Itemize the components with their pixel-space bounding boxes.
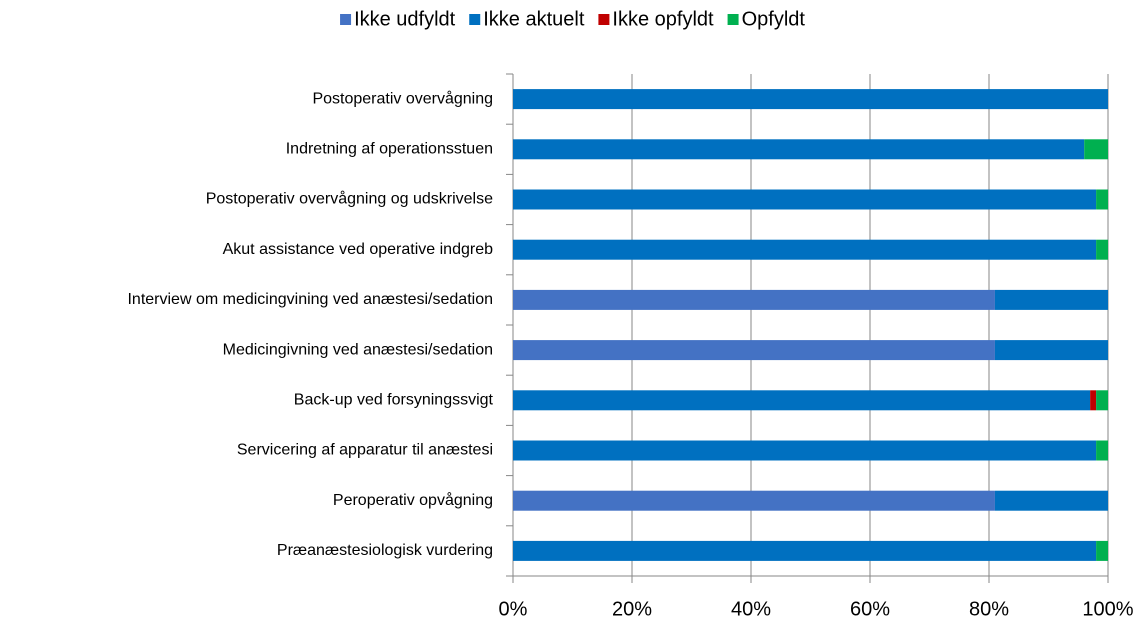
bar-segment	[1096, 390, 1108, 411]
x-tick-label: 60%	[850, 598, 890, 620]
bar-segment	[513, 540, 1097, 561]
legend-label: Opfyldt	[742, 8, 806, 30]
bar-segment	[1090, 390, 1097, 411]
bar-segment	[994, 490, 1108, 511]
bar-segment	[1096, 540, 1108, 561]
legend-swatch	[727, 14, 739, 25]
bar-segment	[513, 239, 1097, 260]
x-tick-label: 0%	[499, 598, 528, 620]
x-tick-label: 100%	[1082, 598, 1133, 620]
legend-swatch	[340, 14, 352, 25]
bar-segment	[513, 390, 1091, 411]
bar-segment	[994, 289, 1108, 310]
legend-swatch	[469, 14, 481, 25]
bar-segment	[1096, 189, 1108, 210]
x-tick-label: 40%	[731, 598, 771, 620]
bar-segment	[513, 139, 1085, 160]
legend-label: Ikke opfyldt	[612, 8, 714, 30]
legend-swatch	[598, 14, 610, 25]
legend-label: Ikke udfyldt	[354, 8, 456, 30]
y-tick-label: Postoperativ overvågning	[312, 89, 493, 107]
x-tick-label: 20%	[612, 598, 652, 620]
x-tick-label: 80%	[969, 598, 1009, 620]
bar-segment	[1096, 239, 1108, 260]
bar-segment	[513, 289, 995, 310]
y-tick-label: Akut assistance ved operative indgreb	[223, 241, 493, 258]
y-tick-label: Peroperativ opvågning	[333, 491, 493, 509]
bar-segment	[1096, 440, 1108, 461]
bar-segment	[1084, 139, 1108, 160]
y-tick-label: Servicering af apparatur til anæstesi	[237, 442, 493, 459]
bar-segment	[513, 340, 995, 361]
y-tick-label: Medicingivning ved anæstesi/sedation	[223, 341, 493, 358]
bar-segment	[513, 440, 1097, 461]
legend-label: Ikke aktuelt	[483, 8, 585, 30]
y-tick-label: Postoperativ overvågning og udskrivelse	[206, 190, 493, 208]
y-tick-label: Præanæstesiologisk vurdering	[277, 542, 493, 559]
y-tick-label: Indretning af operationsstuen	[286, 141, 493, 158]
bar-segment	[994, 340, 1108, 361]
bar-segment	[513, 189, 1097, 210]
y-tick-label: Interview om medicingvining ved anæstesi…	[127, 291, 493, 308]
y-tick-label: Back-up ved forsyningssvigt	[294, 392, 494, 409]
bar-segment	[513, 89, 1108, 110]
bar-segment	[513, 490, 995, 511]
